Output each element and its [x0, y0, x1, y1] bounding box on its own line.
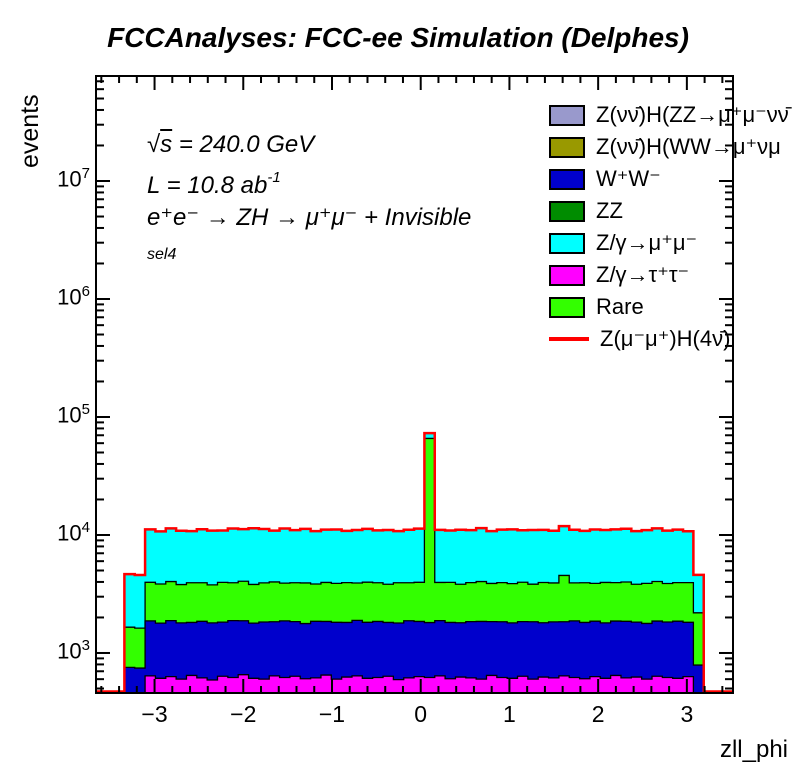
y-tick-label-1e6: 106 — [57, 282, 90, 310]
legend-label: W⁺W⁻ — [596, 166, 661, 191]
sqrt-radical-symbol: √ — [147, 131, 161, 158]
legend-item-0: Z(νν̄)H(ZZ→μ⁺μ⁻νν̄ — [549, 99, 789, 131]
legend-color-swatch — [549, 232, 585, 254]
legend-label: ZZ — [596, 198, 623, 223]
y-tick-label-1e4: 104 — [57, 518, 90, 546]
x-axis-title: zll_phi — [719, 736, 788, 763]
sqrt-value: = 240.0 GeV — [172, 131, 315, 158]
x-tick-label--3: −3 — [141, 701, 168, 727]
legend-item-7: Z(μ⁻μ⁺)H(4ν̄) — [549, 323, 789, 355]
x-tick-label-3: 3 — [680, 701, 694, 727]
stack-band-0 — [124, 674, 704, 694]
y-axis-title: events — [16, 94, 44, 168]
legend-label: Z/γ→τ⁺τ⁻ — [596, 262, 690, 287]
legend-item-1: Z(νν̄)H(WW→μ⁺νμ — [549, 131, 789, 163]
legend: Z(νν̄)H(ZZ→μ⁺μ⁻νν̄ Z(νν̄)H(WW→μ⁺νμ W⁺W⁻ ZZ Z… — [549, 99, 789, 355]
annotation-process: e⁺e⁻ → ZH → μ⁺μ⁻ + Invisible — [147, 204, 472, 231]
legend-item-6: Rare — [549, 291, 789, 323]
annotation-sqrt-s: √s = 240.0 GeV — [147, 131, 314, 159]
legend-line-marker — [549, 337, 589, 341]
sqrt-argument: s — [160, 131, 173, 158]
y-tick-label-1e3: 103 — [57, 636, 90, 664]
y-tick-label-1e7: 107 — [57, 165, 90, 192]
annotation-luminosity: L = 10.8 ab-1 — [147, 169, 281, 199]
legend-item-2: W⁺W⁻ — [549, 163, 789, 195]
x-tick-label-1: 1 — [503, 701, 516, 727]
annotation-selection: sel4 — [147, 246, 177, 263]
legend-label: Rare — [596, 294, 644, 319]
legend-item-4: Z/γ→μ⁺μ⁻ — [549, 227, 789, 259]
plot-title: FCCAnalyses: FCC-ee Simulation (Delphes) — [107, 22, 689, 53]
x-tick-label-2: 2 — [591, 701, 605, 727]
stack-band-1 — [123, 619, 705, 694]
legend-color-swatch — [549, 136, 585, 158]
legend-label: Z(μ⁻μ⁺)H(4ν̄) — [600, 326, 731, 351]
legend-color-swatch — [549, 296, 585, 318]
signal-line — [96, 431, 733, 693]
x-tick-label--2: −2 — [230, 701, 257, 727]
x-tick-label--1: −1 — [318, 701, 346, 727]
y-tick-label-1e5: 105 — [57, 400, 90, 428]
legend-label: Z(νν̄)H(WW→μ⁺νμ — [596, 134, 781, 159]
legend-item-3: ZZ — [549, 195, 789, 227]
legend-item-5: Z/γ→τ⁺τ⁻ — [549, 259, 789, 291]
legend-color-swatch — [549, 104, 585, 126]
legend-label: Z/γ→μ⁺μ⁻ — [596, 230, 698, 255]
x-tick-label-0: 0 — [414, 701, 428, 727]
plot-frame — [95, 75, 734, 694]
legend-color-swatch — [549, 200, 585, 222]
legend-color-swatch — [549, 264, 585, 286]
legend-color-swatch — [549, 168, 585, 190]
legend-label: Z(νν̄)H(ZZ→μ⁺μ⁻νν̄ — [596, 102, 789, 127]
